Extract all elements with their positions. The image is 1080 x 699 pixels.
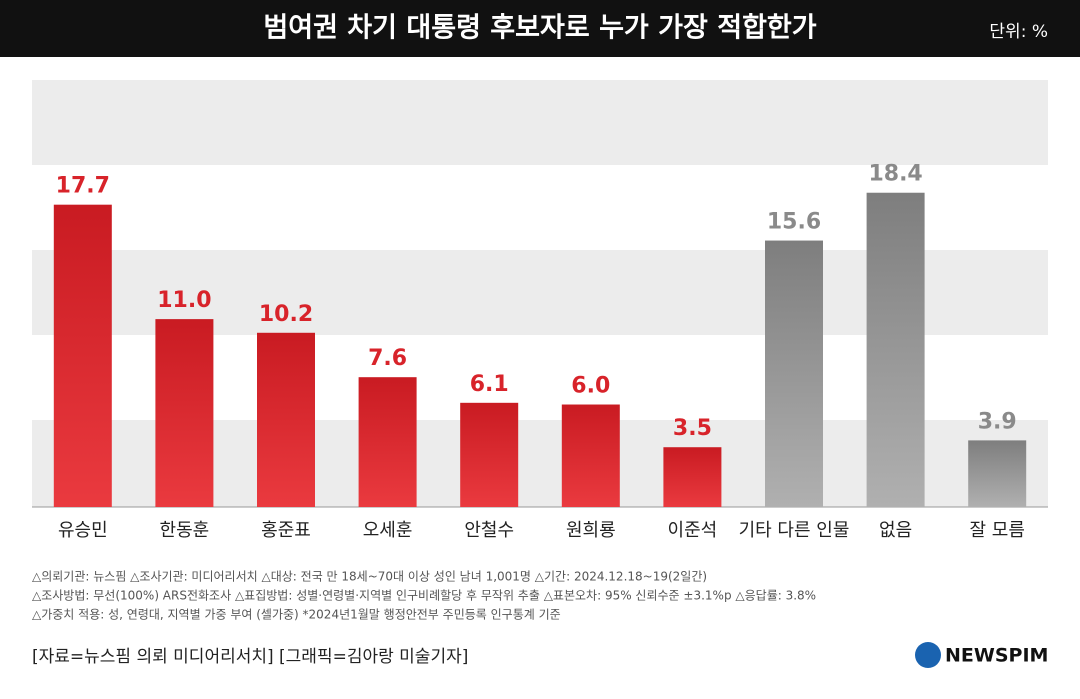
value-label: 18.4 <box>868 162 922 187</box>
value-label: 3.9 <box>978 409 1017 434</box>
note: △조사방법: 무선(100%) ARS전화조사 △표집방법: 성별·연령별·지역… <box>32 589 816 603</box>
bar <box>358 377 417 507</box>
bar <box>155 319 214 507</box>
x-tick-label: 홍준표 <box>261 520 311 541</box>
x-tick-label: 원희룡 <box>566 520 616 541</box>
x-tick-label: 없음 <box>879 520 912 541</box>
bar <box>866 192 925 507</box>
value-label: 7.6 <box>368 346 407 371</box>
value-label: 6.1 <box>470 372 509 397</box>
value-label: 3.5 <box>673 416 712 441</box>
unit-label: 단위: % <box>989 22 1048 42</box>
x-tick-label: 이준석 <box>668 520 718 541</box>
value-label: 17.7 <box>56 174 110 199</box>
x-tick-label: 유승민 <box>58 520 108 541</box>
logo: NEWSPIM <box>945 645 1048 667</box>
value-label: 6.0 <box>571 374 610 399</box>
note: △가중치 적용: 성, 연령대, 지역별 가중 부여 (셀가중) *2024년1… <box>32 607 561 622</box>
x-tick-label: 기타 다른 인물 <box>739 520 850 541</box>
bar <box>968 440 1027 507</box>
bar <box>257 332 315 507</box>
value-label: 15.6 <box>767 210 821 235</box>
value-label: 11.0 <box>157 288 211 313</box>
bar <box>460 402 519 507</box>
band <box>32 80 1048 165</box>
x-tick-label: 오세훈 <box>363 520 413 541</box>
logo-icon <box>915 642 941 668</box>
title-bar <box>0 0 1080 57</box>
x-tick-label: 한동훈 <box>160 520 210 541</box>
bar <box>663 447 722 507</box>
x-tick-label: 잘 모름 <box>969 520 1024 541</box>
bar <box>561 404 620 507</box>
value-label: 10.2 <box>259 302 313 327</box>
note: △의뢰기관: 뉴스핌 △조사기관: 미디어리서치 △대상: 전국 만 18세~7… <box>32 570 707 584</box>
source: [자료=뉴스핌 의뢰 미디어리서치] [그래픽=김아랑 미술기자] <box>32 647 468 667</box>
bar <box>53 204 112 507</box>
bar <box>765 240 823 507</box>
chart-title: 범여권 차기 대통령 후보자로 누가 가장 적합한가 <box>263 13 816 44</box>
x-tick-label: 안철수 <box>464 520 514 541</box>
